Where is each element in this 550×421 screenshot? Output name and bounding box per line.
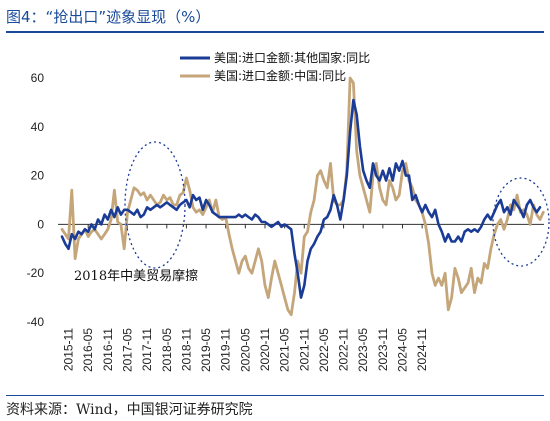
figure-title: 图4：“抢出口”迹象显现（%） [6,8,211,26]
x-tick-label: 2019-11 [219,328,233,371]
x-tick-label: 2023-11 [376,328,390,371]
x-tick-label: 2021-11 [297,328,311,371]
legend-label-other-countries: 美国:进口金额:其他国家:同比 [214,50,370,65]
y-tick-label: 40 [31,120,45,134]
trade-friction-ellipse [124,141,186,269]
series-line-other-countries [60,98,542,299]
x-tick-label: 2015-11 [62,328,76,371]
x-tick-label: 2016-11 [101,328,115,371]
chart-series-lines [60,76,545,317]
x-tick-label: 2019-05 [199,328,213,372]
x-tick-label: 2022-11 [337,328,351,371]
source-rule [6,395,544,396]
x-tick-label: 2021-05 [278,328,292,372]
trade-friction-annotation: 2018年中美贸易摩擦 [74,268,198,284]
x-tick-label: 2016-05 [81,328,95,372]
x-tick-label: 2024-11 [415,328,429,371]
x-tick-label: 2020-11 [258,328,272,371]
y-tick-label: 20 [31,169,45,183]
source-note: 资料来源：Wind，中国银河证券研究院 [6,402,253,418]
series-line-china [60,76,545,317]
x-tick-label: 2018-05 [160,328,174,372]
x-tick-label: 2020-05 [238,328,252,372]
x-tick-label: 2018-11 [179,328,193,371]
x-tick-label: 2017-11 [140,328,154,371]
highlight-ellipses [124,141,550,269]
x-tick-label: 2022-05 [317,328,331,372]
x-tick-label: 2017-05 [120,328,134,372]
title-rule [6,31,544,33]
front-loading-ellipse [492,177,550,267]
y-tick-label: -20 [27,266,45,280]
y-tick-label: 0 [37,217,44,231]
y-tick-label: -40 [27,315,45,329]
chart-legend: 美国:进口金额:其他国家:同比 美国:进口金额:中国:同比 [180,50,370,83]
y-tick-label: 60 [31,71,45,85]
legend-label-china: 美国:进口金额:中国:同比 [214,68,346,83]
x-tick-label: 2024-05 [395,328,409,372]
x-tick-label: 2023-05 [356,328,370,372]
chart-axes: -40 -20 0 20 40 60 2015-11 2016-05 2016-11 2017-0… [27,71,544,372]
